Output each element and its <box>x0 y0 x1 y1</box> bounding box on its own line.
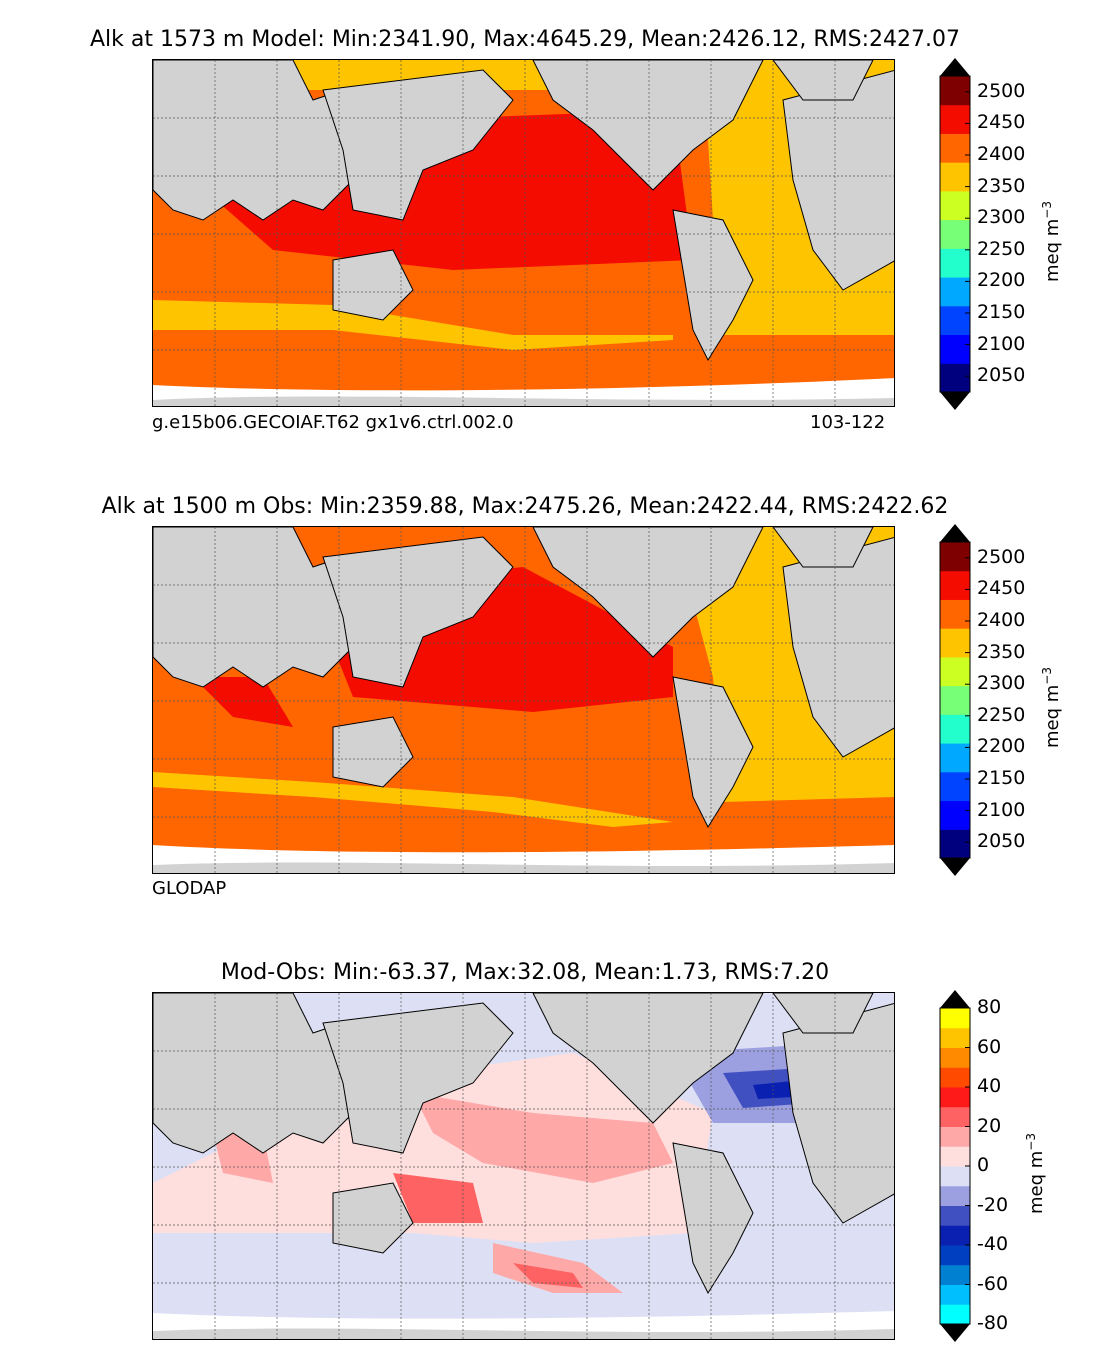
colorbar-tick-label: 2050 <box>977 364 1026 387</box>
colorbar-extend-min <box>940 392 970 410</box>
colorbar-tick-label: 2100 <box>977 798 1026 821</box>
colorbar-extend-max <box>940 524 970 542</box>
colorbar-tick-label: 2450 <box>977 577 1026 600</box>
colorbar-cell <box>940 1304 970 1325</box>
colorbar-cell <box>940 1166 970 1187</box>
colorbar-cell <box>940 334 970 364</box>
colorbar-cell <box>940 1205 970 1226</box>
colorbar-cell <box>940 1225 970 1246</box>
panel1-title: Alk at 1573 m Model: Min:2341.90, Max:46… <box>89 27 961 52</box>
colorbar-cell <box>940 1027 970 1048</box>
colorbar-tick-label: 2200 <box>977 735 1026 758</box>
panel1-map <box>152 59 895 407</box>
colorbar-cell <box>940 1264 970 1285</box>
panel1-right-note: 103-122 <box>810 412 886 433</box>
colorbar-tick-label: 2350 <box>977 640 1026 663</box>
panel1-colorbar-label: meq m−3 <box>1040 201 1063 282</box>
colorbar-cell <box>940 1284 970 1305</box>
panel2-left-note: GLODAP <box>152 878 227 899</box>
colorbar-tick-label: -60 <box>977 1272 1009 1295</box>
colorbar-tick-label: 2250 <box>977 703 1026 726</box>
colorbar-cell <box>940 277 970 307</box>
colorbar-tick-label: 20 <box>977 1114 1002 1137</box>
colorbar-tick-label: 2400 <box>977 609 1026 631</box>
colorbar-tick-label: 2150 <box>977 767 1026 789</box>
colorbar-tick-label: 60 <box>977 1035 1002 1058</box>
colorbar-tick-label: 2300 <box>977 206 1026 229</box>
panel3-map <box>152 992 895 1340</box>
panel2-colorbar-svg <box>939 524 971 876</box>
colorbar-cell <box>940 570 970 600</box>
colorbar-tick-label: 40 <box>977 1075 1002 1097</box>
colorbar-cell <box>940 76 970 106</box>
panel3-colorbar <box>939 990 971 1342</box>
colorbar-cell <box>940 248 970 278</box>
panel2-colorbar <box>939 524 971 876</box>
colorbar-extend-min <box>940 1324 970 1342</box>
colorbar-tick-label: 2050 <box>977 830 1026 853</box>
colorbar-cell <box>940 1047 970 1068</box>
colorbar-cell <box>940 1245 970 1266</box>
panel2-south-band <box>153 772 673 827</box>
colorbar-cell <box>940 1185 970 1206</box>
colorbar-tick-label: -80 <box>977 1312 1009 1334</box>
colorbar-cell <box>940 305 970 336</box>
colorbar-tick-label: 0 <box>977 1154 990 1176</box>
panel1-colorbar <box>939 58 971 410</box>
panel3-colorbar-label: meq m−3 <box>1024 1133 1047 1214</box>
panel2-colorbar-label: meq m−3 <box>1040 667 1063 748</box>
colorbar-tick-label: 2350 <box>977 174 1026 197</box>
colorbar-cell <box>940 363 970 393</box>
colorbar-tick-label: -40 <box>977 1233 1009 1255</box>
colorbar-tick-label: 2100 <box>977 332 1026 355</box>
colorbar-tick-label: 2500 <box>977 545 1026 568</box>
panel2-map-svg <box>153 527 894 873</box>
colorbar-cell <box>940 542 970 572</box>
panel3-pacific-positive <box>153 1053 713 1243</box>
colorbar-cell <box>940 1067 970 1088</box>
colorbar-cell <box>940 1126 970 1147</box>
colorbar-cell <box>940 190 970 221</box>
colorbar-cell <box>940 829 970 859</box>
colorbar-cell <box>940 1106 970 1127</box>
colorbar-tick-label: 2400 <box>977 143 1026 165</box>
colorbar-cell <box>940 771 970 802</box>
colorbar-cell <box>940 133 970 163</box>
colorbar-extend-min <box>940 858 970 876</box>
panel2-map <box>152 526 895 874</box>
colorbar-cell <box>940 599 970 629</box>
panel2-title: Alk at 1500 m Obs: Min:2359.88, Max:2475… <box>101 494 949 519</box>
colorbar-extend-max <box>940 990 970 1008</box>
colorbar-cell <box>940 104 970 134</box>
colorbar-cell <box>940 743 970 773</box>
panel1-colorbar-svg <box>939 58 971 410</box>
colorbar-frame <box>939 75 971 393</box>
colorbar-tick-label: 2300 <box>977 672 1026 695</box>
colorbar-cell <box>940 656 970 687</box>
colorbar-tick-label: 2500 <box>977 79 1026 102</box>
colorbar-tick-label: 80 <box>977 996 1002 1018</box>
colorbar-cell <box>940 1008 970 1029</box>
panel3-map-svg <box>153 993 894 1339</box>
panel1-left-note: g.e15b06.GECOIAF.T62 gx1v6.ctrl.002.0 <box>152 412 514 433</box>
colorbar-cell <box>940 800 970 830</box>
colorbar-cell <box>940 714 970 744</box>
colorbar-extend-max <box>940 58 970 76</box>
colorbar-cell <box>940 1146 970 1167</box>
panel3-title: Mod-Obs: Min:-63.37, Max:32.08, Mean:1.7… <box>220 960 830 985</box>
panel1-south-band <box>153 300 673 350</box>
colorbar-tick-label: 2450 <box>977 111 1026 134</box>
colorbar-tick-label: 2250 <box>977 237 1026 260</box>
colorbar-tick-label: -20 <box>977 1193 1009 1216</box>
colorbar-tick-label: 2200 <box>977 269 1026 292</box>
panel3-colorbar-svg <box>939 990 971 1342</box>
colorbar-cell <box>940 219 970 249</box>
colorbar-cell <box>940 1087 970 1108</box>
colorbar-cell <box>940 685 970 715</box>
panel1-map-svg <box>153 60 894 406</box>
colorbar-tick-label: 2150 <box>977 301 1026 323</box>
colorbar-frame <box>939 541 971 859</box>
